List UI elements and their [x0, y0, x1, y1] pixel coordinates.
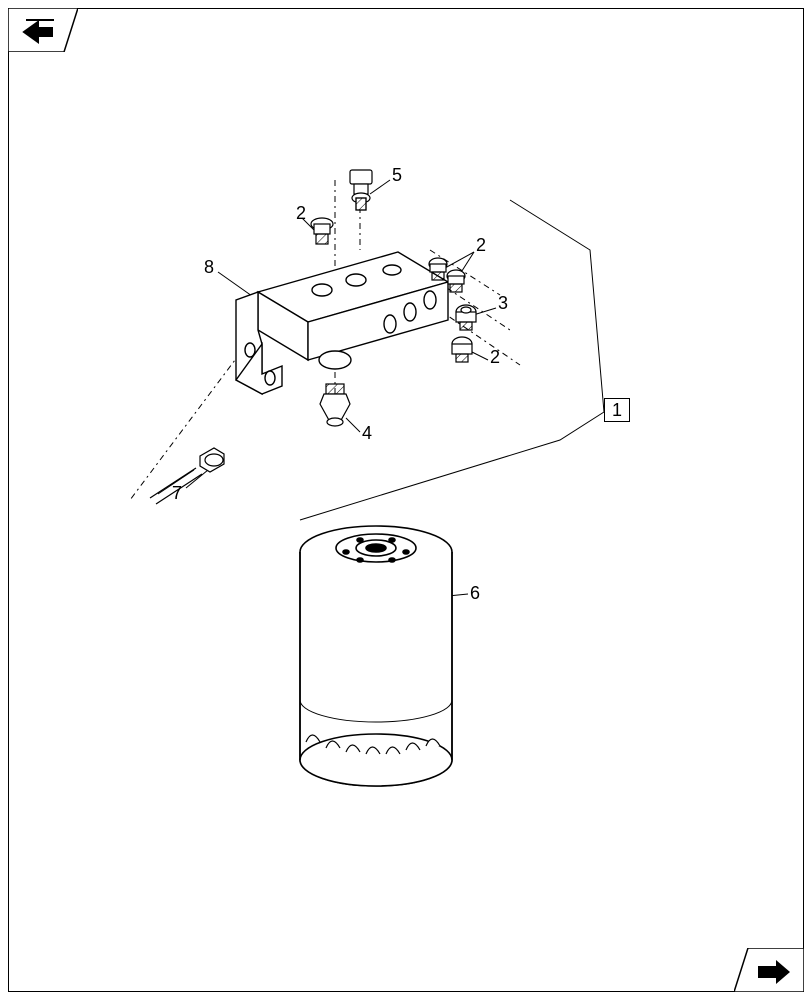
part-sensor-upper — [350, 170, 372, 210]
part-sensor-lower — [320, 384, 350, 426]
callout-2-lowerright: 2 — [490, 348, 500, 366]
exploded-diagram — [0, 0, 812, 1000]
part-plug-right-a — [429, 258, 447, 280]
callout-2-rightpair: 2 — [476, 236, 486, 254]
callout-1: 1 — [604, 398, 630, 422]
part-fitting — [456, 305, 476, 330]
callout-6: 6 — [470, 584, 480, 602]
callout-2-top: 2 — [296, 204, 306, 222]
callout-7: 7 — [172, 484, 182, 502]
callout-4: 4 — [362, 424, 372, 442]
part-plug-right-b — [447, 270, 465, 292]
part-bracket-manifold — [236, 252, 448, 394]
part-plug-top — [311, 218, 333, 244]
part-bolt — [150, 448, 224, 504]
callout-5: 5 — [392, 166, 402, 184]
part-plug-lowerright — [452, 337, 472, 362]
callout-3: 3 — [498, 294, 508, 312]
callout-8: 8 — [204, 258, 214, 276]
part-filter-cartridge — [300, 526, 452, 786]
